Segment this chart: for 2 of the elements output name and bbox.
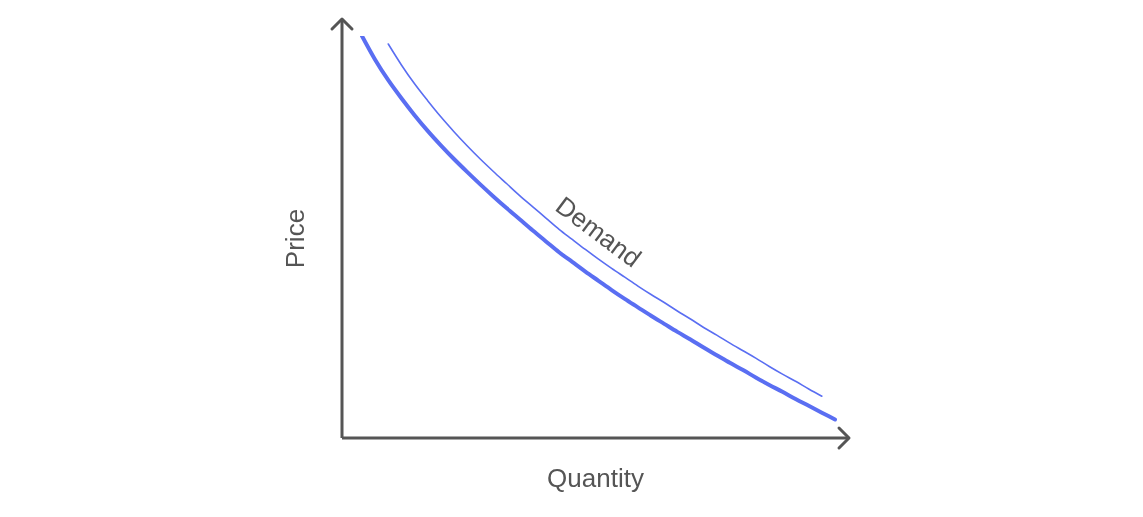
y-axis-title: Price xyxy=(280,208,310,269)
x-axis-title: Quantity xyxy=(547,463,644,493)
